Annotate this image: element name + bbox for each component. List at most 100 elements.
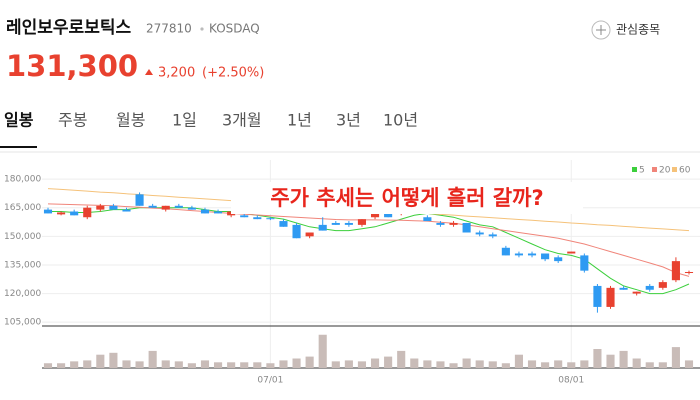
volume-bar — [606, 354, 615, 368]
candle-body — [567, 251, 576, 254]
legend-swatch — [632, 167, 637, 172]
candle-body — [253, 217, 262, 220]
stock-name: 레인보우로보틱스 — [6, 18, 131, 38]
volume-bar — [527, 360, 537, 368]
volume-bar — [240, 362, 249, 368]
volume-bar — [645, 362, 654, 368]
volume-bar — [410, 358, 419, 368]
volume-bar — [619, 350, 628, 368]
volume-bar — [671, 347, 680, 368]
candle-body — [305, 232, 314, 237]
volume-bar — [57, 363, 66, 368]
volume-bar — [488, 361, 497, 368]
volume-bar — [43, 363, 53, 368]
candle-body — [501, 247, 510, 256]
candle-body — [488, 234, 497, 237]
volume-bar — [279, 360, 288, 368]
legend-label: 20 — [659, 166, 671, 176]
candle-body — [645, 285, 654, 290]
ma-line — [47, 203, 690, 277]
tab[interactable]: 월봉 — [116, 111, 145, 130]
volume-bar — [187, 363, 196, 368]
volume-bar — [83, 360, 92, 368]
tab[interactable]: 일봉 — [4, 111, 34, 130]
tab[interactable]: 3개월 — [222, 111, 262, 130]
candle-body — [109, 205, 118, 210]
volume-bar — [109, 352, 118, 368]
candle-body — [554, 257, 563, 262]
x-tick-label: 07/01 — [257, 376, 283, 386]
volume-bar — [436, 361, 445, 368]
watch-button[interactable]: 관심종목 — [591, 20, 660, 40]
candle-body — [279, 221, 288, 227]
stock-code: 277810 — [146, 22, 192, 36]
volume-bar — [305, 356, 314, 368]
tab[interactable]: 주봉 — [58, 111, 87, 130]
candle-body — [436, 222, 445, 225]
candle-body — [43, 209, 53, 214]
y-tick-label: 135,000 — [4, 260, 41, 270]
volume-bar — [344, 360, 353, 368]
candle-body — [462, 222, 471, 233]
candle-body — [292, 224, 301, 239]
candle-body — [200, 209, 210, 214]
volume-bar — [292, 358, 301, 368]
volume-bar — [266, 363, 275, 368]
volume-bar — [580, 360, 589, 368]
candle-body — [135, 194, 144, 206]
ma-line — [48, 207, 690, 295]
volume-bar — [462, 358, 471, 368]
candle-body — [541, 253, 550, 260]
plus — [596, 25, 606, 35]
tab[interactable]: 1일 — [172, 111, 197, 130]
volume-bar — [423, 360, 432, 368]
legend-label: 60 — [679, 166, 691, 176]
volume-bar — [384, 356, 393, 368]
change-pct: (+2.50%) — [202, 66, 264, 81]
volume-bar — [214, 362, 223, 368]
annotation-box — [231, 182, 583, 214]
volume-bar — [200, 360, 210, 368]
candle-body — [527, 253, 537, 256]
volume-bar — [331, 361, 340, 368]
volume-bar — [135, 361, 144, 368]
candle-body — [266, 218, 275, 220]
change: 3,200 — [158, 66, 195, 81]
candle-body — [632, 291, 641, 294]
y-tick-label: 165,000 — [4, 203, 41, 213]
volume-bar — [161, 360, 170, 368]
annotation: 주가 추세는 어떻게 흘러 갈까? — [270, 186, 543, 210]
candle-body — [357, 219, 367, 225]
tab[interactable]: 1년 — [287, 111, 312, 130]
tab[interactable]: 10년 — [383, 111, 418, 130]
candle-body — [122, 209, 131, 212]
volume-bar — [227, 362, 236, 368]
y-tick-label: 120,000 — [4, 289, 41, 299]
plot: 105,000 120,000 135,000 150,000 165,000 180,0… — [0, 151, 700, 386]
candle-body — [318, 224, 327, 231]
volume-bar — [357, 361, 367, 368]
volume-bar — [449, 363, 458, 368]
watch-label[interactable]: 관심종목 — [616, 23, 660, 37]
price: 131,300 — [6, 49, 138, 83]
candle-body — [619, 287, 628, 290]
legend-swatch — [652, 167, 657, 172]
tabs: 일봉 주봉 월봉 1일 3개월 1년 3년 10년 — [4, 111, 418, 130]
candle-body — [161, 205, 170, 210]
candle-body — [70, 211, 79, 216]
watch-icon — [591, 20, 611, 40]
volume-bar — [501, 363, 510, 368]
separator — [200, 27, 204, 31]
market: KOSDAQ — [209, 22, 260, 36]
volume-bar — [318, 334, 327, 368]
volume-bar — [632, 358, 641, 368]
volume-bar — [554, 360, 563, 368]
volume-bar — [148, 350, 157, 368]
candle-body — [370, 211, 380, 218]
y-tick-label: 180,000 — [4, 175, 41, 185]
volume-bar — [567, 362, 576, 368]
tab[interactable]: 3년 — [336, 111, 361, 130]
candle-body — [671, 261, 680, 281]
volume-bar — [370, 358, 380, 368]
candle-body — [684, 272, 694, 274]
